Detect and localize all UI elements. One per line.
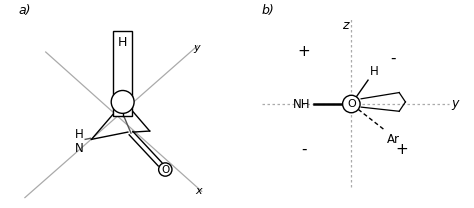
Text: y: y xyxy=(193,43,200,53)
Text: b): b) xyxy=(262,4,274,17)
Text: +: + xyxy=(297,45,310,59)
Text: Ar: Ar xyxy=(387,133,400,146)
Bar xyxy=(113,31,132,116)
Text: y: y xyxy=(451,98,458,110)
Text: N: N xyxy=(74,142,83,156)
Circle shape xyxy=(111,90,134,113)
Circle shape xyxy=(343,95,360,113)
Circle shape xyxy=(159,163,172,176)
Text: z: z xyxy=(342,19,348,32)
Text: O: O xyxy=(347,99,356,109)
Text: +: + xyxy=(395,142,408,157)
Text: NH: NH xyxy=(293,98,311,110)
Text: -: - xyxy=(390,51,396,66)
Text: H: H xyxy=(118,36,128,49)
Text: a): a) xyxy=(18,4,31,17)
Text: O: O xyxy=(161,165,169,175)
Text: H: H xyxy=(370,65,379,78)
Text: x: x xyxy=(195,186,202,196)
Text: H: H xyxy=(74,128,83,141)
Text: -: - xyxy=(301,142,306,157)
